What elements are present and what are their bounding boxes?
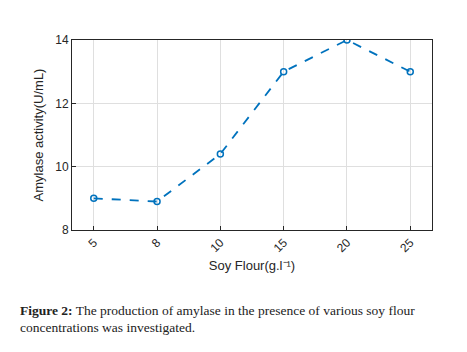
html-text:Figure 2: The production of am: Figure 2: The production of amylase in t… <box>20 303 415 335</box>
svg-text:10: 10 <box>55 160 69 174</box>
svg-text:20: 20 <box>334 236 354 256</box>
svg-text:14: 14 <box>55 33 69 47</box>
svg-text:15: 15 <box>271 236 291 256</box>
svg-text:Amylase activity(U/mL): Amylase activity(U/mL) <box>31 69 46 202</box>
svg-text:12: 12 <box>55 97 69 111</box>
svg-text:8: 8 <box>149 236 164 251</box>
svg-text:10: 10 <box>207 236 227 256</box>
svg-text:Soy Flour(g.l⁻¹): Soy Flour(g.l⁻¹) <box>209 258 295 273</box>
svg-text:25: 25 <box>397 236 417 256</box>
svg-text:5: 5 <box>85 236 100 251</box>
svg-text:8: 8 <box>62 223 69 237</box>
